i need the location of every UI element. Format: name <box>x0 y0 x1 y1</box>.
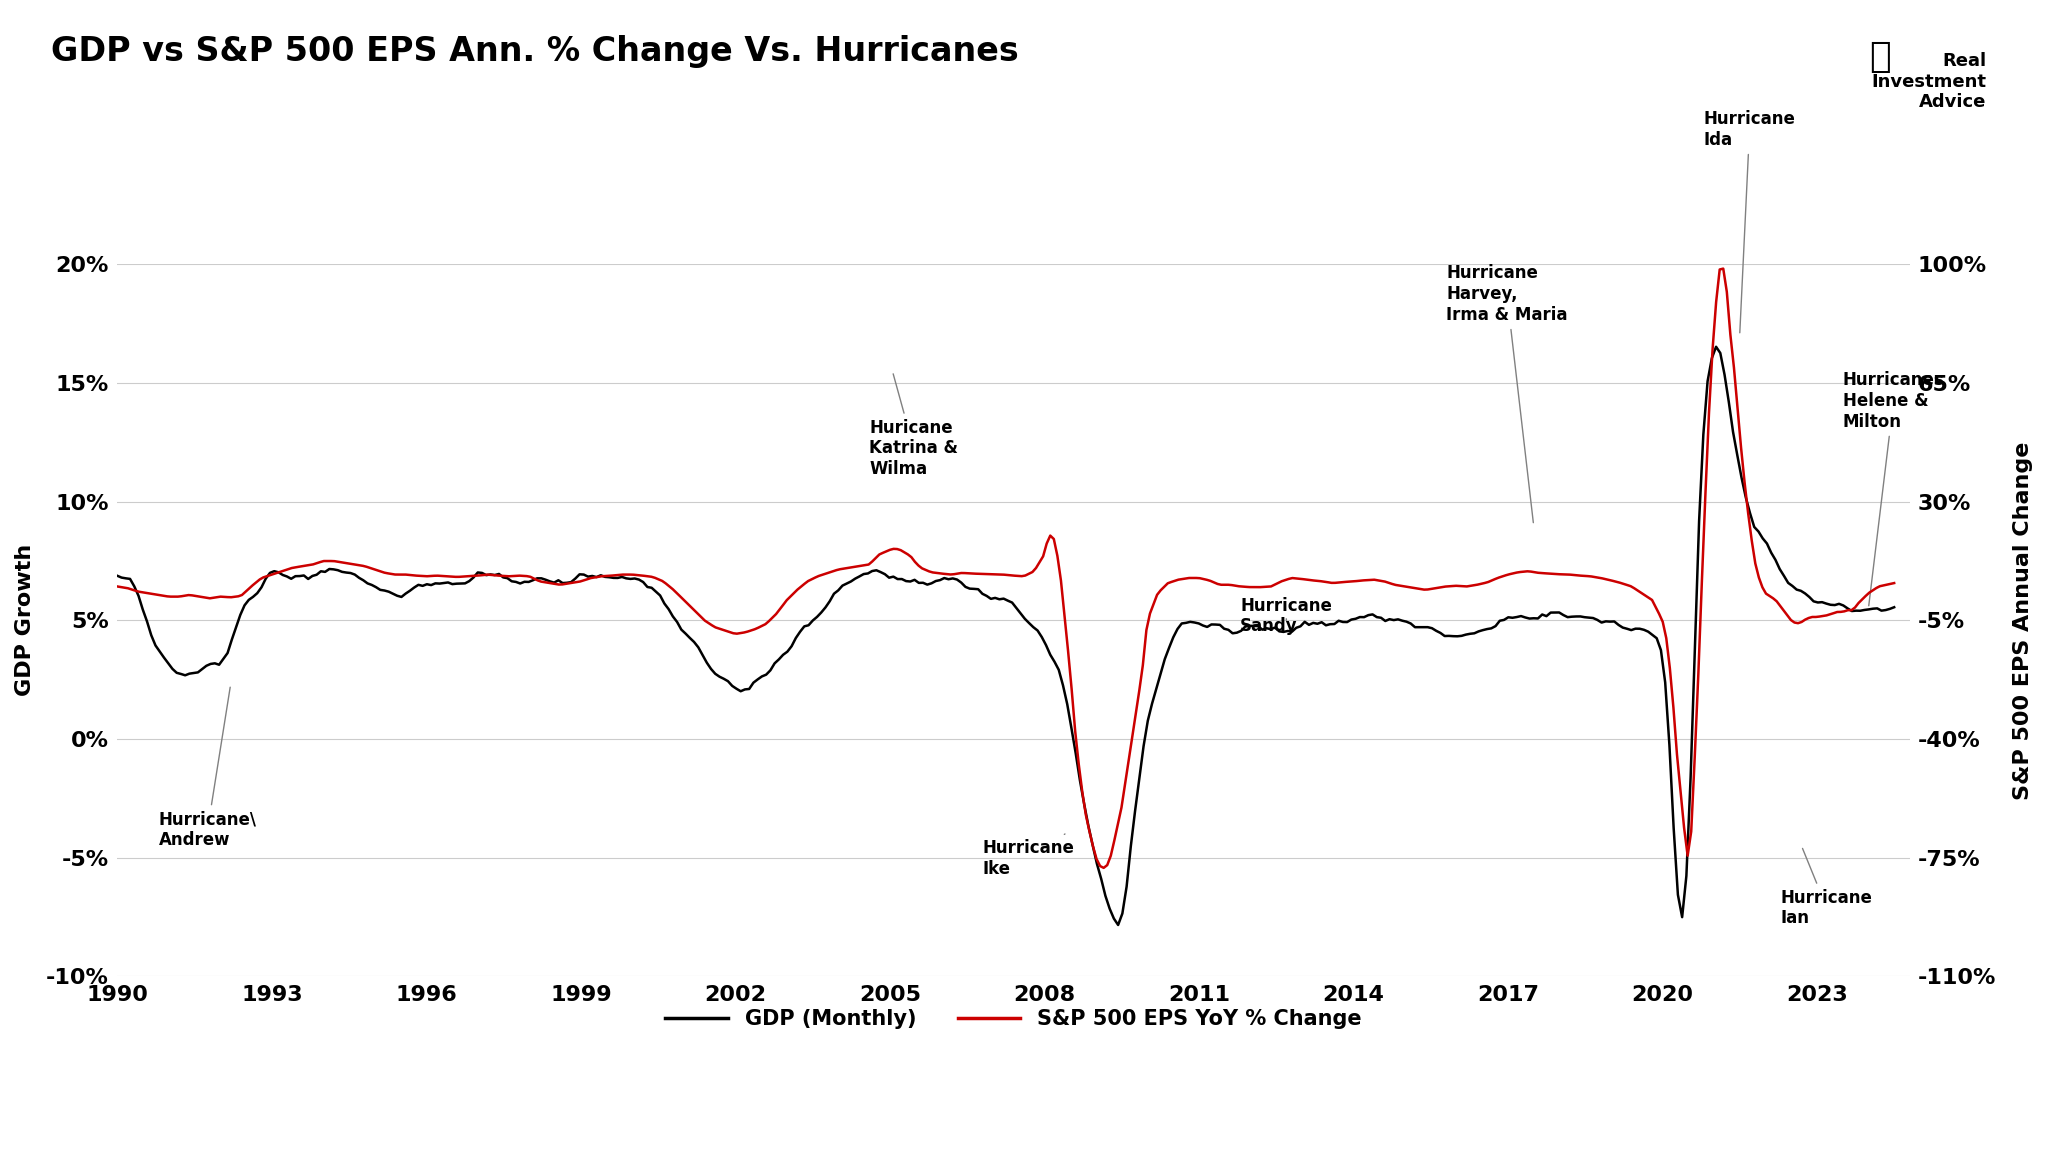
Y-axis label: S&P 500 EPS Annual Change: S&P 500 EPS Annual Change <box>2013 442 2034 799</box>
Text: Hurricane
Harvey,
Irma & Maria: Hurricane Harvey, Irma & Maria <box>1446 264 1567 522</box>
Text: Hurricanes
Helene &
Milton: Hurricanes Helene & Milton <box>1843 371 1944 606</box>
Text: Real
Investment
Advice: Real Investment Advice <box>1872 52 1987 112</box>
Legend: GDP (Monthly), S&P 500 EPS YoY % Change: GDP (Monthly), S&P 500 EPS YoY % Change <box>657 1000 1370 1037</box>
Text: Hurricane\
Andrew: Hurricane\ Andrew <box>158 688 256 849</box>
Text: GDP vs S&P 500 EPS Ann. % Change Vs. Hurricanes: GDP vs S&P 500 EPS Ann. % Change Vs. Hur… <box>51 34 1020 68</box>
Text: Hurricane
Ida: Hurricane Ida <box>1704 110 1796 332</box>
Text: 🦅: 🦅 <box>1870 40 1890 75</box>
Text: Hurricane
Sandy: Hurricane Sandy <box>1241 597 1331 636</box>
Y-axis label: GDP Growth: GDP Growth <box>14 544 35 697</box>
Text: Huricane
Katrina &
Wilma: Huricane Katrina & Wilma <box>868 374 958 478</box>
Text: Hurricane
Ian: Hurricane Ian <box>1782 849 1872 927</box>
Text: Hurricane
Ike: Hurricane Ike <box>983 834 1075 877</box>
